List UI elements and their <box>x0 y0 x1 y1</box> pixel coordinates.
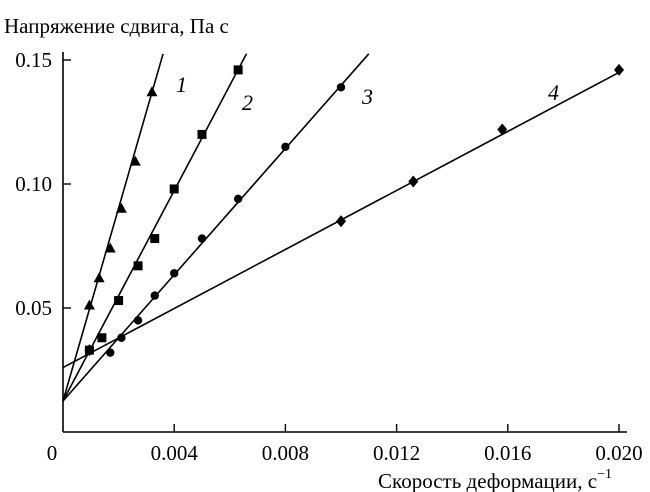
data-point <box>146 86 158 97</box>
data-point <box>497 123 508 136</box>
x-tick-label: 0.020 <box>595 441 642 465</box>
data-point <box>233 194 243 204</box>
y-tick-label: 0.10 <box>15 172 52 196</box>
data-point <box>93 272 105 283</box>
y-tick-label: 0.15 <box>15 48 52 72</box>
data-point <box>83 299 95 310</box>
x-tick-label: 0.016 <box>484 441 531 465</box>
data-point <box>97 333 107 343</box>
y-tick-label: 0.05 <box>15 296 52 320</box>
data-point <box>281 142 290 151</box>
data-point <box>129 155 141 166</box>
x-axis-title: Скорость деформации, с−1 <box>378 467 612 492</box>
series-4: 4 <box>62 63 624 369</box>
fit-line <box>62 53 248 402</box>
data-point <box>197 234 207 243</box>
data-point <box>114 296 124 306</box>
data-point <box>336 83 346 92</box>
series-label: 1 <box>176 72 187 97</box>
data-point <box>133 316 143 325</box>
fit-line <box>62 53 370 402</box>
series-label: 3 <box>361 84 373 109</box>
data-point <box>336 215 346 228</box>
data-point <box>150 291 159 300</box>
series-label: 2 <box>242 90 253 115</box>
series-1: 1 <box>62 53 187 402</box>
x-axis-title-text: Скорость деформации, с <box>378 469 597 492</box>
x-tick-label: 0.004 <box>151 441 199 465</box>
x-tick-label: 0.008 <box>262 441 309 465</box>
data-point <box>133 261 143 271</box>
data-point <box>115 202 127 213</box>
plot-area: 0 0.004 0.008 0.012 0.016 0.020 0.05 0.10 0.15 1 2… <box>15 48 642 465</box>
data-point <box>197 129 207 139</box>
data-point <box>233 65 243 75</box>
data-point <box>170 269 179 278</box>
data-point <box>169 184 179 194</box>
x-tick-label: 0 <box>47 441 58 465</box>
series-label: 4 <box>548 80 559 105</box>
y-axis-title: Напряжение сдвига, Па с <box>4 14 229 38</box>
data-point <box>614 63 624 76</box>
x-axis-title-unit-exponent: −1 <box>597 467 612 482</box>
data-point <box>84 344 95 357</box>
data-point <box>408 175 419 188</box>
data-point <box>104 242 116 253</box>
data-point <box>150 234 160 244</box>
x-tick-label: 0.012 <box>373 441 420 465</box>
data-point <box>106 348 115 357</box>
fit-line <box>62 53 164 402</box>
